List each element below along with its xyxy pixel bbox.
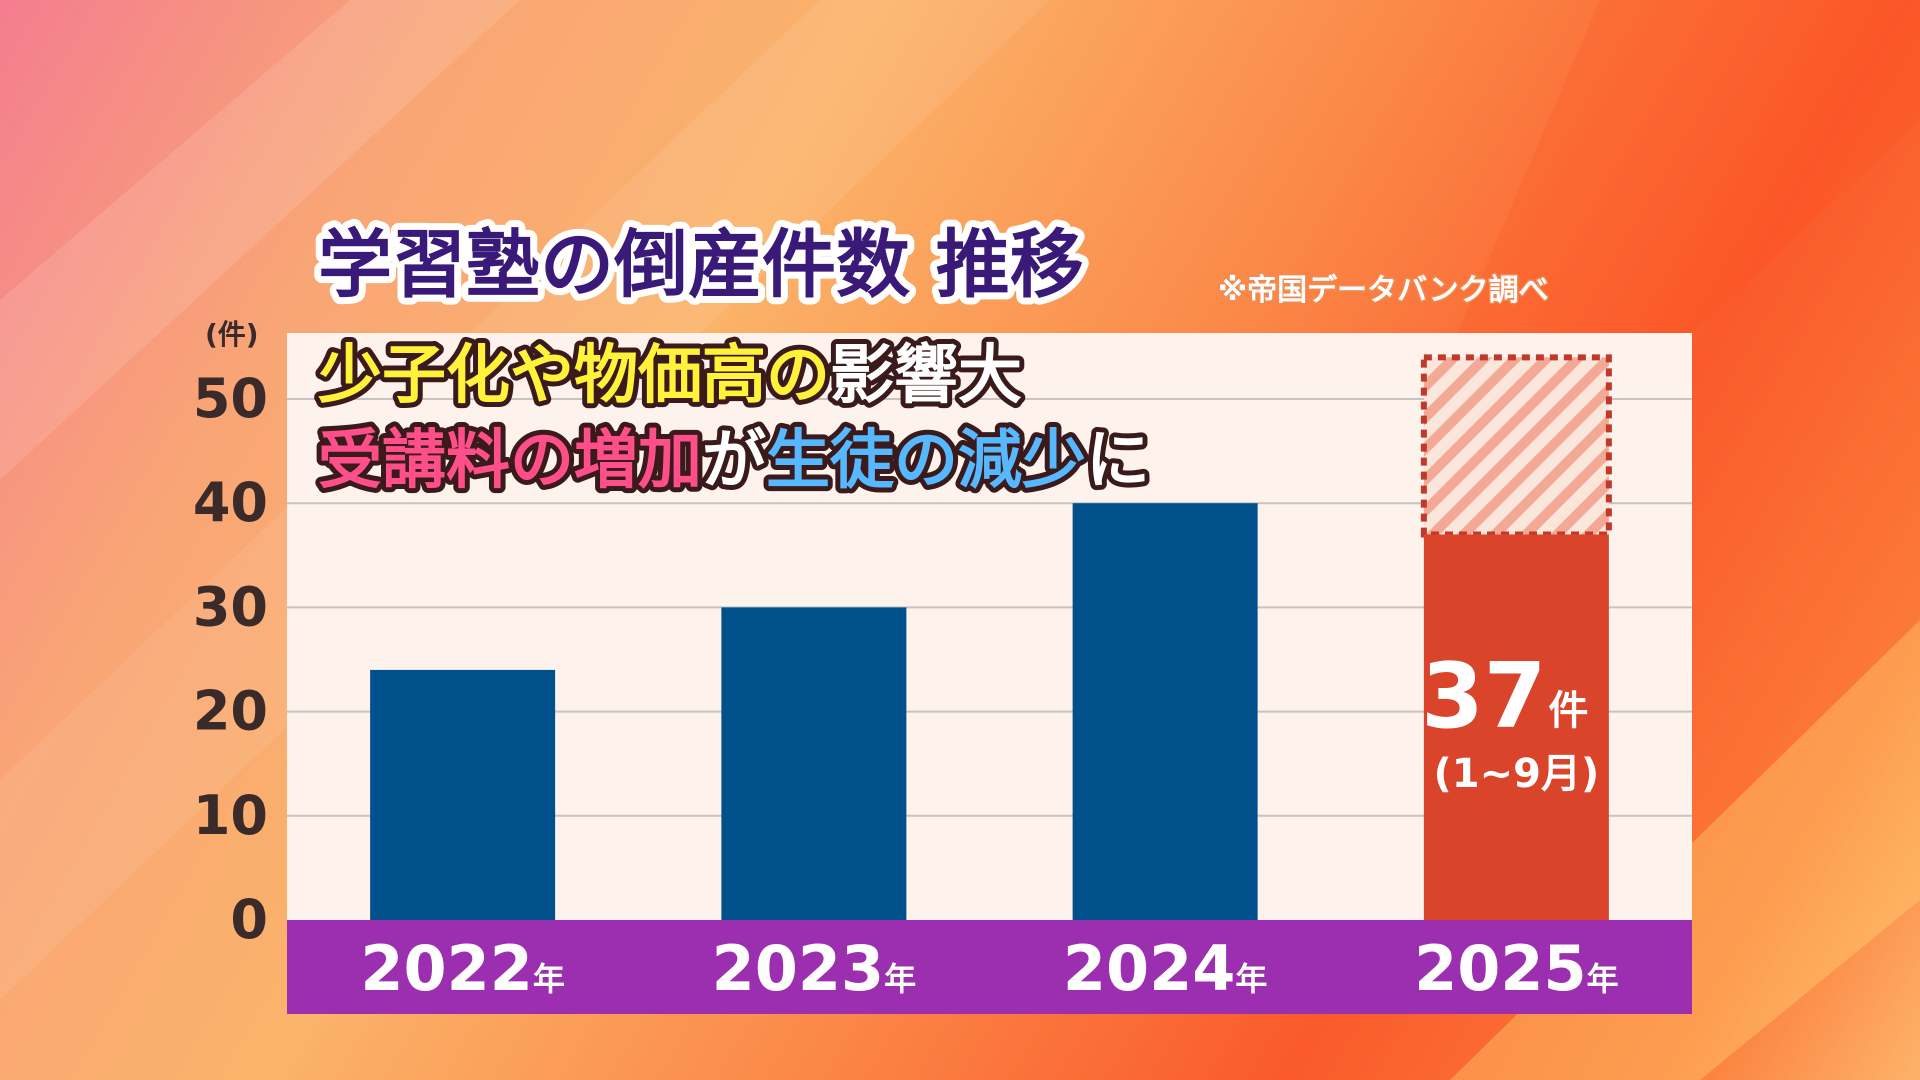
- bar-projection-2025: [1420, 354, 1612, 538]
- x-tick-label: 2023年: [712, 932, 917, 1005]
- x-tick-labels: 2022年 2023年 2024年 2025年: [360, 932, 1618, 1005]
- bar-2022: [370, 669, 556, 920]
- y-tick-labels: 0 10 20 30 40 50: [193, 367, 268, 951]
- y-tick-label: 40: [193, 471, 268, 534]
- headline-2: 受講料の増加が生徒の減少に: [318, 424, 1150, 498]
- y-tick-label: 50: [193, 367, 268, 430]
- bars: [370, 354, 1612, 920]
- headline-segment: 影響大: [830, 339, 1022, 413]
- x-tick-label: 2022年: [360, 932, 565, 1005]
- headline-1: 少子化や物価高の影響大: [318, 339, 1022, 413]
- x-axis-band: [287, 920, 1692, 1014]
- annotation-value: 37: [1421, 644, 1546, 749]
- headline-segment: 受講料の増加: [318, 424, 702, 498]
- y-tick-label: 10: [193, 784, 268, 847]
- annotation-period: (1~9月): [1434, 751, 1600, 797]
- x-tick-label: 2025年: [1414, 932, 1619, 1005]
- source-note: ※帝国データバンク調べ: [1218, 273, 1549, 308]
- headline-segment: 少子化や物価高の: [318, 339, 830, 413]
- y-axis-unit: (件): [205, 318, 259, 351]
- annotation-2025: 37 件 (1~9月): [1421, 644, 1599, 797]
- headline-segment: に: [1086, 424, 1150, 498]
- y-tick-label: 30: [193, 575, 268, 638]
- bar-2024: [1072, 503, 1258, 920]
- annotation-unit: 件: [1548, 688, 1588, 734]
- headline-segment: 生徒の減少: [766, 424, 1086, 498]
- headline-segment: が: [702, 424, 766, 498]
- chart-title: 学習塾の倒産件数 推移: [318, 222, 1084, 308]
- x-tick-label: 2024年: [1063, 932, 1268, 1005]
- y-tick-label: 0: [230, 888, 268, 951]
- annotation-number: 37: [1421, 644, 1546, 749]
- bar-2023: [721, 607, 907, 920]
- y-tick-label: 20: [193, 680, 268, 743]
- bar-2025: [1423, 534, 1609, 920]
